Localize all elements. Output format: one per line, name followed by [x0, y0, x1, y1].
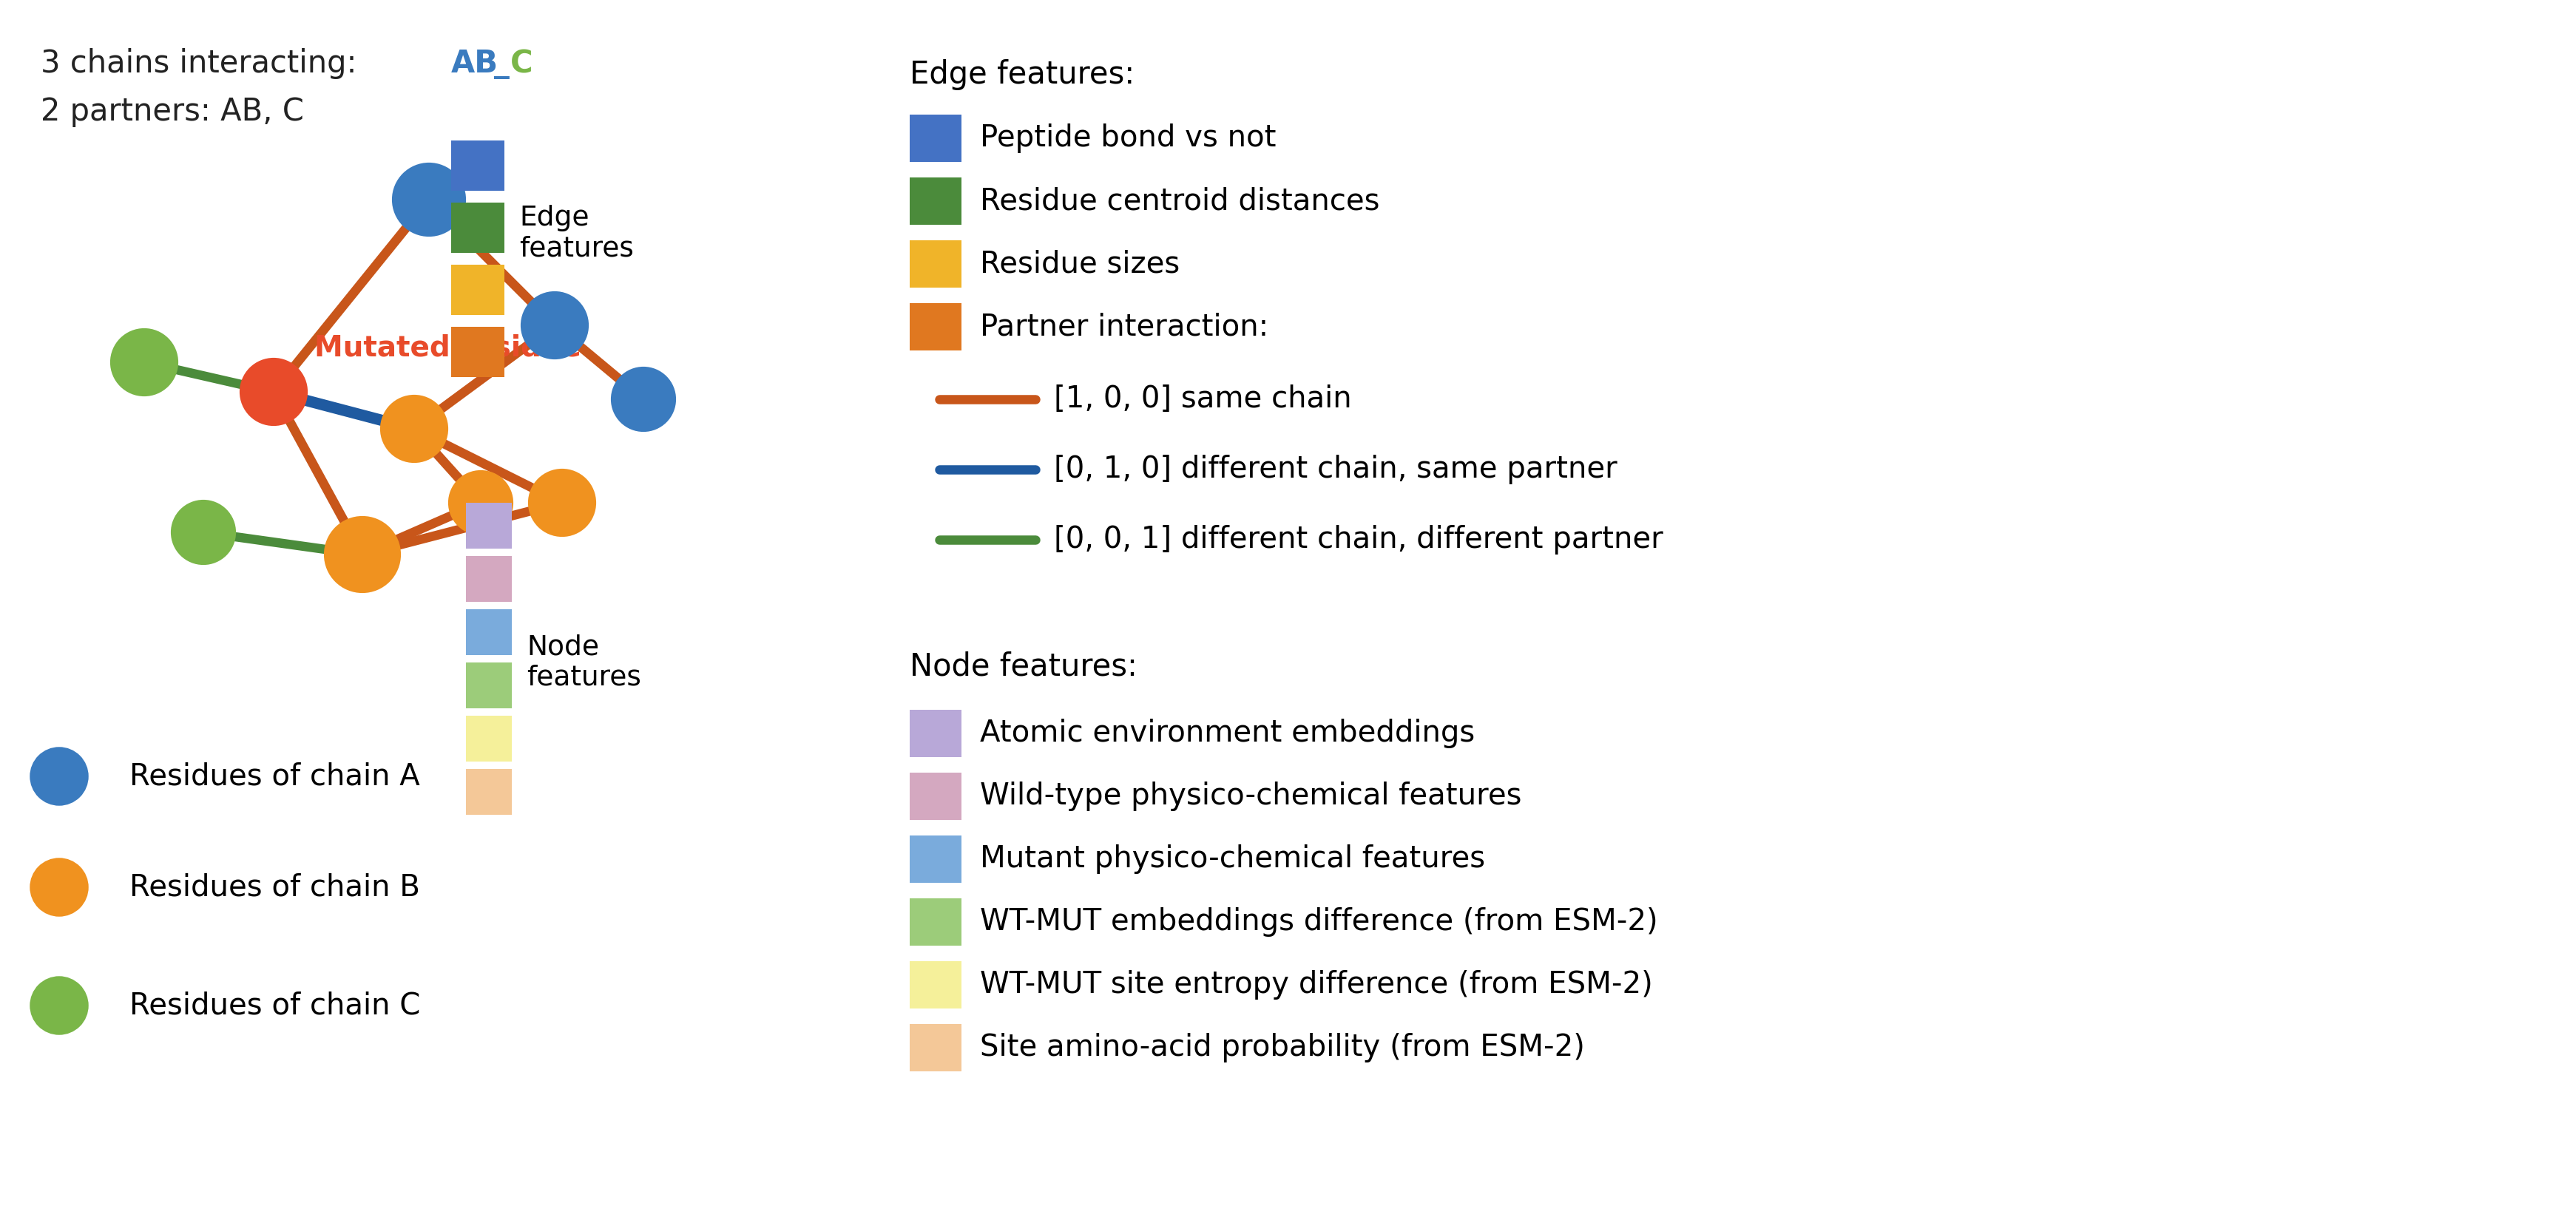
Text: Residues of chain B: Residues of chain B: [129, 873, 420, 902]
Text: Partner interaction:: Partner interaction:: [979, 312, 1267, 342]
Circle shape: [242, 359, 307, 425]
FancyBboxPatch shape: [466, 769, 513, 815]
Text: Edge features:: Edge features:: [909, 60, 1133, 90]
FancyBboxPatch shape: [909, 836, 961, 882]
Text: Mutant physico-chemical features: Mutant physico-chemical features: [979, 845, 1486, 874]
Text: 2 partners: AB, C: 2 partners: AB, C: [41, 96, 304, 127]
FancyBboxPatch shape: [909, 178, 961, 225]
FancyBboxPatch shape: [909, 114, 961, 162]
FancyBboxPatch shape: [909, 710, 961, 757]
Text: Residue sizes: Residue sizes: [979, 249, 1180, 279]
Text: [0, 1, 0] different chain, same partner: [0, 1, 0] different chain, same partner: [1054, 455, 1618, 484]
FancyBboxPatch shape: [451, 202, 505, 253]
Text: Wild-type physico-chemical features: Wild-type physico-chemical features: [979, 781, 1522, 811]
Text: AB: AB: [451, 47, 500, 79]
Text: Edge
features: Edge features: [520, 204, 634, 263]
Text: _: _: [495, 47, 510, 79]
FancyBboxPatch shape: [466, 556, 513, 602]
FancyBboxPatch shape: [466, 716, 513, 762]
Text: [1, 0, 0] same chain: [1, 0, 0] same chain: [1054, 385, 1352, 414]
Circle shape: [531, 470, 595, 535]
FancyBboxPatch shape: [466, 662, 513, 708]
FancyBboxPatch shape: [909, 240, 961, 287]
Circle shape: [31, 977, 88, 1033]
Text: Peptide bond vs not: Peptide bond vs not: [979, 123, 1275, 153]
Circle shape: [173, 501, 234, 563]
Text: C: C: [510, 47, 533, 79]
Text: Residues of chain A: Residues of chain A: [129, 762, 420, 791]
Text: WT-MUT site entropy difference (from ESM-2): WT-MUT site entropy difference (from ESM…: [979, 970, 1654, 999]
FancyBboxPatch shape: [466, 610, 513, 655]
Circle shape: [31, 859, 88, 915]
FancyBboxPatch shape: [909, 961, 961, 1009]
Text: 3 chains interacting:: 3 chains interacting:: [41, 47, 366, 79]
Text: [0, 0, 1] different chain, different partner: [0, 0, 1] different chain, different par…: [1054, 525, 1664, 555]
FancyBboxPatch shape: [451, 327, 505, 377]
FancyBboxPatch shape: [909, 898, 961, 946]
Text: Node
features: Node features: [526, 634, 641, 691]
Text: WT-MUT embeddings difference (from ESM-2): WT-MUT embeddings difference (from ESM-2…: [979, 907, 1659, 937]
Circle shape: [523, 293, 587, 358]
Circle shape: [394, 164, 464, 235]
Text: Site amino-acid probability (from ESM-2): Site amino-acid probability (from ESM-2): [979, 1033, 1584, 1062]
FancyBboxPatch shape: [909, 773, 961, 820]
Text: Node features:: Node features:: [909, 651, 1139, 682]
Circle shape: [31, 748, 88, 804]
FancyBboxPatch shape: [909, 303, 961, 350]
FancyBboxPatch shape: [451, 264, 505, 315]
Circle shape: [325, 517, 399, 591]
FancyBboxPatch shape: [451, 140, 505, 191]
Text: Residues of chain C: Residues of chain C: [129, 991, 420, 1020]
Circle shape: [381, 397, 446, 461]
Circle shape: [111, 330, 178, 394]
Text: Residue centroid distances: Residue centroid distances: [979, 186, 1381, 215]
Text: Atomic environment embeddings: Atomic environment embeddings: [979, 719, 1476, 748]
Text: Mutated residue: Mutated residue: [314, 333, 582, 361]
FancyBboxPatch shape: [466, 503, 513, 549]
Circle shape: [451, 472, 513, 534]
FancyBboxPatch shape: [909, 1023, 961, 1071]
Circle shape: [613, 369, 675, 431]
